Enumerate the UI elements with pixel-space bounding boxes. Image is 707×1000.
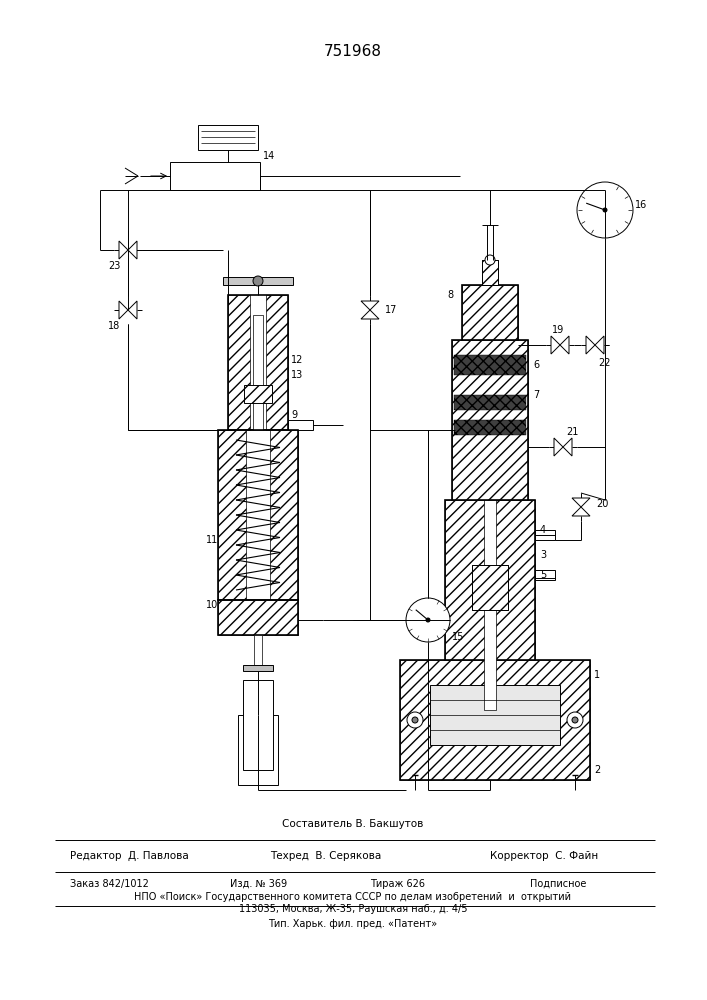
Text: НПО «Поиск» Государственного комитета СССР по делам изобретений  и  открытий: НПО «Поиск» Государственного комитета СС… [134,892,571,902]
Bar [218,600,298,635]
Circle shape [577,182,633,238]
Text: 3: 3 [540,550,546,560]
Polygon shape [554,438,563,456]
Text: Редактор  Д. Павлова: Редактор Д. Павлова [70,851,189,861]
Bar [445,500,535,660]
Text: 18: 18 [108,321,120,331]
Bar [266,295,288,430]
Bar [243,665,273,671]
Circle shape [603,208,607,212]
Text: 20: 20 [596,499,609,509]
Polygon shape [128,241,137,259]
Bar [170,162,260,190]
Bar [454,420,526,435]
Text: 22: 22 [598,358,611,368]
Bar [218,600,298,635]
Circle shape [567,712,583,728]
Text: 7: 7 [533,390,539,400]
Bar [238,715,278,785]
Bar [218,430,298,600]
Text: 12: 12 [291,355,303,365]
Circle shape [572,717,578,723]
Text: 17: 17 [385,305,397,315]
Polygon shape [572,498,590,507]
Polygon shape [560,336,569,354]
Text: Корректор  С. Файн: Корректор С. Файн [490,851,598,861]
Polygon shape [551,336,560,354]
Text: 751968: 751968 [324,44,382,60]
Bar [253,315,263,430]
Bar [462,285,518,340]
Bar [244,385,272,403]
Text: 4: 4 [540,525,546,535]
Polygon shape [572,507,590,516]
Bar [228,295,288,430]
Bar [400,660,590,780]
Polygon shape [595,336,604,354]
Bar [270,430,298,600]
Text: Техред  В. Серякова: Техред В. Серякова [270,851,381,861]
Circle shape [426,618,430,622]
Text: 6: 6 [533,360,539,370]
Bar [218,430,246,600]
Text: 113035, Москва, Ж-35, Раушская наб., д. 4/5: 113035, Москва, Ж-35, Раушская наб., д. … [239,904,467,914]
Text: 5: 5 [540,570,547,580]
Text: Заказ 842/1012: Заказ 842/1012 [70,879,149,889]
Text: Тип. Харьк. фил. пред. «Патент»: Тип. Харьк. фил. пред. «Патент» [269,919,438,929]
Bar [400,660,590,780]
Polygon shape [361,310,379,319]
Bar [482,260,498,285]
Text: 9: 9 [291,410,297,420]
Text: 10: 10 [206,600,218,610]
Text: 2: 2 [594,765,600,775]
Text: Изд. № 369: Изд. № 369 [230,879,287,889]
Text: Тираж 626: Тираж 626 [370,879,425,889]
Bar [535,570,555,580]
Bar [452,340,528,500]
Bar [482,260,498,285]
Circle shape [253,276,263,286]
Bar [430,685,560,745]
Bar [472,565,508,610]
Text: Составитель В. Бакшутов: Составитель В. Бакшутов [282,819,423,829]
Bar [198,125,258,150]
Text: 1: 1 [594,670,600,680]
Bar [462,285,518,340]
Text: 8: 8 [447,290,453,300]
Text: Подписное: Подписное [530,879,586,889]
Bar [445,500,535,660]
Bar [452,340,528,500]
Text: 23: 23 [108,261,120,271]
Text: 11: 11 [206,535,218,545]
Bar [254,635,262,665]
Bar [228,295,250,430]
Polygon shape [586,336,595,354]
Bar [288,420,313,430]
Text: 13: 13 [291,370,303,380]
Bar [454,355,526,375]
Polygon shape [563,438,572,456]
Circle shape [407,712,423,728]
Bar [484,450,496,710]
Circle shape [485,255,495,265]
Text: 21: 21 [566,427,578,437]
Text: 14: 14 [263,151,275,161]
Polygon shape [119,301,128,319]
Bar [223,277,293,285]
Polygon shape [119,241,128,259]
Polygon shape [361,301,379,310]
Bar [454,395,526,410]
Circle shape [412,717,418,723]
Polygon shape [128,301,137,319]
Text: 15: 15 [452,632,464,642]
Bar [472,565,508,610]
Text: 19: 19 [552,325,564,335]
Bar [243,680,273,770]
Text: 16: 16 [635,200,647,210]
Circle shape [406,598,450,642]
Bar [535,530,555,540]
